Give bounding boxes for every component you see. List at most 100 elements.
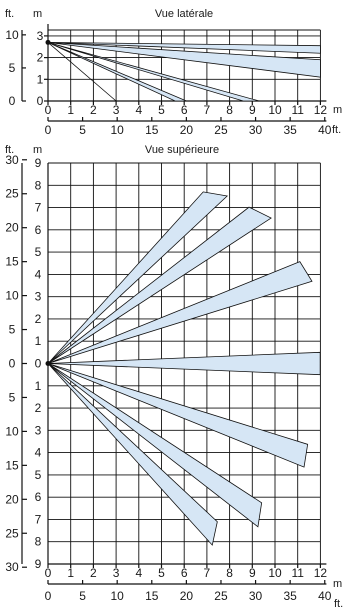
side-beam <box>47 42 321 54</box>
side-beam <box>47 42 117 102</box>
side-x-m-tick-label: 7 <box>204 103 211 117</box>
top-y-ft-tick-label: 10 <box>5 289 19 303</box>
top-y-m-tick-label: 4 <box>35 267 42 281</box>
side-x-m-tick-label: 8 <box>226 103 233 117</box>
top-y-m-tick-label: 6 <box>35 223 42 237</box>
side-y-m-tick-label: 1 <box>37 72 44 86</box>
top-x-m-tick-label: 2 <box>90 566 97 580</box>
side-x-m-tick-label: 6 <box>181 103 188 117</box>
top-x-m-tick-label: 5 <box>158 566 165 580</box>
top-x-ft-tick-label: 0 <box>45 589 52 603</box>
top-y-m-unit: m <box>33 144 42 156</box>
top-beam <box>47 363 218 546</box>
side-x-ft-tick-label: 30 <box>249 123 263 137</box>
side-x-ft-tick-label: 35 <box>283 123 297 137</box>
side-y-ft-tick-label: 5 <box>9 61 16 75</box>
side-x-m-tick-label: 5 <box>158 103 165 117</box>
top-sensor-point <box>45 361 51 366</box>
top-view-title: Vue supérieure <box>145 144 219 156</box>
top-y-m-tick-label: 2 <box>35 312 42 326</box>
top-y-ft-tick-label: 10 <box>5 424 19 438</box>
side-x-m-tick-label: 9 <box>249 103 256 117</box>
top-x-m-tick-label: 7 <box>204 566 211 580</box>
top-x-ft-tick-label: 30 <box>249 589 263 603</box>
top-x-ft-tick-label: 40 <box>318 589 332 603</box>
top-x-m-tick-label: 0 <box>45 566 52 580</box>
top-y-m-tick-label: 5 <box>35 468 42 482</box>
top-x-ft-tick-label: 10 <box>111 589 125 603</box>
top-y-m-tick-label: 3 <box>35 290 42 304</box>
side-x-ft-tick-label: 0 <box>45 123 52 137</box>
top-y-m-tick-label: 8 <box>35 535 42 549</box>
top-view: Vue supérieure ft. m 0 1 2 3 4 5 6 7 8 9 10 11 120 5 1… <box>5 144 343 609</box>
side-x-m-tick-label: 3 <box>113 103 120 117</box>
top-y-m-tick-label: 3 <box>35 423 42 437</box>
top-x-m-tick-label: 3 <box>113 566 120 580</box>
side-x-m-tick-label: 0 <box>45 103 52 117</box>
top-view-axis-labels: 0 1 2 3 4 5 6 7 8 9 10 11 120 5 10 15 20 25 30 35 4098765432… <box>5 153 331 603</box>
side-x-ft-tick-label: 5 <box>79 123 86 137</box>
top-beam <box>47 206 272 364</box>
top-y-m-tick-label: 5 <box>35 245 42 259</box>
top-y-m-tick-label: 7 <box>35 512 42 526</box>
side-x-ft-tick-label: 20 <box>180 123 194 137</box>
top-y-ft-tick-label: 20 <box>5 492 19 506</box>
top-x-ft-tick-label: 15 <box>145 589 159 603</box>
top-x-m-unit: m <box>333 578 342 590</box>
side-x-ft-unit: ft. <box>332 124 341 136</box>
top-y-ft-tick-label: 30 <box>5 560 19 574</box>
side-x-m-tick-label: 10 <box>268 103 282 117</box>
top-y-m-tick-label: 1 <box>35 379 42 393</box>
side-x-m-tick-label: 2 <box>90 103 97 117</box>
side-x-m-tick-label: 12 <box>314 103 328 117</box>
side-beam <box>47 42 321 78</box>
top-y-m-tick-label: 2 <box>35 401 42 415</box>
side-beam <box>47 42 187 102</box>
side-x-m-tick-label: 4 <box>135 103 142 117</box>
side-y-ft-tick-label: 0 <box>9 94 16 108</box>
top-y-ft-tick-label: 5 <box>9 390 16 404</box>
top-y-m-tick-label: 1 <box>35 334 42 348</box>
side-view-title: Vue latérale <box>155 8 213 20</box>
side-y-m-tick-label: 2 <box>37 51 44 65</box>
top-beam <box>47 363 309 468</box>
side-view-beams <box>45 39 321 102</box>
side-y-ft-tick-label: 10 <box>5 28 19 42</box>
side-x-ft-tick-label: 25 <box>214 123 228 137</box>
top-x-m-tick-label: 8 <box>226 566 233 580</box>
top-y-ft-tick-label: 5 <box>9 323 16 337</box>
top-y-m-tick-label: 6 <box>35 490 42 504</box>
top-y-ft-tick-label: 0 <box>9 357 16 371</box>
side-x-m-tick-label: 1 <box>67 103 74 117</box>
top-x-m-tick-label: 1 <box>67 566 74 580</box>
top-y-ft-tick-label: 25 <box>5 526 19 540</box>
top-y-m-tick-label: 8 <box>35 178 42 192</box>
side-y-m-tick-label: 3 <box>37 29 44 43</box>
top-x-ft-tick-label: 5 <box>79 589 86 603</box>
top-y-m-tick-label: 0 <box>35 357 42 371</box>
side-beam <box>47 42 260 102</box>
top-view-beams <box>45 191 321 546</box>
top-y-ft-tick-label: 25 <box>5 187 19 201</box>
top-x-m-tick-label: 11 <box>291 566 304 580</box>
top-x-m-tick-label: 12 <box>314 566 328 580</box>
top-x-ft-tick-label: 35 <box>283 589 297 603</box>
top-x-m-tick-label: 6 <box>181 566 188 580</box>
top-y-ft-unit: ft. <box>5 144 14 156</box>
top-x-ft-tick-label: 25 <box>214 589 228 603</box>
top-x-ft-tick-label: 20 <box>180 589 194 603</box>
side-x-ft-tick-label: 40 <box>318 123 332 137</box>
top-x-m-tick-label: 10 <box>268 566 282 580</box>
top-beam <box>47 363 263 528</box>
top-beam <box>47 261 313 364</box>
side-x-m-unit: m <box>333 104 342 116</box>
side-x-m-tick-label: 11 <box>291 103 304 117</box>
top-x-m-tick-label: 9 <box>249 566 256 580</box>
top-beam <box>47 351 321 376</box>
side-sensor-point <box>45 39 51 45</box>
top-y-m-tick-label: 7 <box>35 201 42 215</box>
side-y-m-tick-label: 0 <box>37 94 44 108</box>
side-x-ft-tick-label: 15 <box>145 123 159 137</box>
top-y-ft-tick-label: 15 <box>5 458 19 472</box>
